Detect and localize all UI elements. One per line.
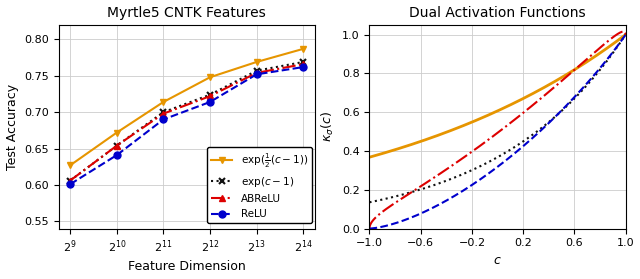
ABReLU <box>253 71 260 74</box>
Y-axis label: Test Accuracy: Test Accuracy <box>6 84 19 170</box>
Title: Dual Activation Functions: Dual Activation Functions <box>409 6 586 20</box>
ReLU <box>113 153 121 157</box>
ReLU <box>300 65 307 69</box>
$\exp(\frac{1}{2}(c-1))$ <box>253 60 260 64</box>
ABReLU <box>300 62 307 66</box>
ReLU <box>253 73 260 76</box>
Line: ReLU: ReLU <box>67 64 307 188</box>
Line: $\exp(c-1)$: $\exp(c-1)$ <box>67 59 307 184</box>
Y-axis label: $\kappa_\sigma(c)$: $\kappa_\sigma(c)$ <box>321 111 337 142</box>
ReLU <box>159 118 167 121</box>
Line: $\exp(\frac{1}{2}(c-1))$: $\exp(\frac{1}{2}(c-1))$ <box>67 45 307 169</box>
ReLU <box>67 182 74 186</box>
$\exp(c-1)$ <box>253 69 260 72</box>
ReLU <box>206 100 214 104</box>
ABReLU <box>159 112 167 115</box>
X-axis label: Feature Dimension: Feature Dimension <box>128 260 246 273</box>
$\exp(c-1)$ <box>206 93 214 97</box>
$\exp(c-1)$ <box>159 110 167 114</box>
Line: ABReLU: ABReLU <box>67 61 307 184</box>
ABReLU <box>206 95 214 98</box>
ABReLU <box>67 179 74 182</box>
$\exp(\frac{1}{2}(c-1))$ <box>300 47 307 50</box>
X-axis label: $c$: $c$ <box>493 254 502 267</box>
Title: Myrtle5 CNTK Features: Myrtle5 CNTK Features <box>108 6 266 20</box>
$\exp(c-1)$ <box>113 144 121 147</box>
$\exp(c-1)$ <box>67 179 74 182</box>
ABReLU <box>113 144 121 147</box>
Legend: $\exp(\frac{1}{2}(c-1))$, $\exp(c-1)$, ABReLU, ReLU: $\exp(\frac{1}{2}(c-1))$, $\exp(c-1)$, A… <box>207 147 312 223</box>
$\exp(\frac{1}{2}(c-1))$ <box>67 163 74 167</box>
$\exp(\frac{1}{2}(c-1))$ <box>159 100 167 104</box>
$\exp(\frac{1}{2}(c-1))$ <box>206 76 214 79</box>
$\exp(c-1)$ <box>300 60 307 64</box>
$\exp(\frac{1}{2}(c-1))$ <box>113 131 121 134</box>
